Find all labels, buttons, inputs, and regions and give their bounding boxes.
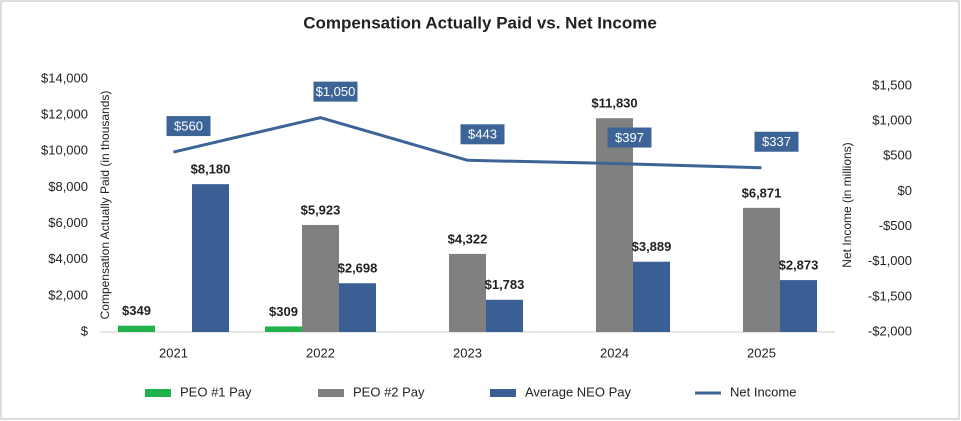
bar (633, 261, 670, 332)
value-label: $1,050 (316, 84, 356, 99)
y-tick-label: $4,000 (48, 251, 88, 266)
x-tick-label: 2023 (453, 345, 482, 360)
bar (302, 224, 339, 332)
legend-swatch (490, 389, 516, 397)
value-label-box: $443 (460, 124, 505, 145)
legend-label: Net Income (730, 384, 796, 399)
x-tick-label: 2025 (747, 345, 776, 360)
value-label: $443 (468, 127, 497, 142)
legend-label: Average NEO Pay (525, 384, 631, 399)
chart-title: Compensation Actually Paid vs. Net Incom… (303, 13, 657, 32)
value-label: $349 (122, 303, 151, 318)
y2-tick-label: $500 (883, 148, 912, 163)
x-tick-label: 2024 (600, 345, 629, 360)
value-label: $3,889 (632, 239, 672, 254)
value-label: $337 (762, 134, 791, 149)
y-tick-label: $6,000 (48, 215, 88, 230)
y-tick-label: $ (81, 323, 89, 338)
legend-swatch (318, 389, 344, 397)
bar (449, 253, 486, 332)
y2-tick-label: $1,500 (872, 77, 912, 92)
value-label: $4,322 (448, 231, 488, 246)
bar (780, 280, 817, 332)
value-label: $5,923 (301, 202, 341, 217)
value-label: $2,698 (338, 261, 378, 276)
legend-label: PEO #2 Pay (353, 384, 425, 399)
bar (265, 326, 302, 332)
y2-tick-label: -$1,000 (868, 253, 912, 268)
value-label: $2,873 (779, 258, 819, 273)
value-label-box: $397 (607, 127, 652, 148)
y2-axis-title: Net Income (in millions) (840, 142, 854, 267)
value-label: $397 (615, 130, 644, 145)
value-label: $309 (269, 304, 298, 319)
value-label-box: $1,050 (313, 81, 358, 102)
value-label: $560 (174, 119, 203, 134)
value-label: $8,180 (191, 162, 231, 177)
value-label: $6,871 (742, 185, 782, 200)
value-label: $1,783 (485, 277, 525, 292)
value-label-box: $560 (166, 116, 211, 137)
bar (339, 283, 376, 332)
bar (596, 118, 633, 332)
bar (743, 207, 780, 332)
y-tick-label: $12,000 (41, 107, 88, 122)
x-tick-label: 2022 (306, 345, 335, 360)
value-label-box: $337 (754, 131, 799, 152)
bar (486, 299, 523, 332)
y2-tick-label: -$500 (879, 218, 912, 233)
y-tick-label: $14,000 (41, 70, 88, 85)
y-axis-title: Compensation Actually Paid (in thousands… (98, 91, 112, 320)
bar (192, 184, 229, 332)
y2-tick-label: -$2,000 (868, 323, 912, 338)
value-label: $11,830 (591, 96, 637, 111)
label-box (166, 116, 211, 137)
x-tick-label: 2021 (159, 345, 188, 360)
line (173, 116, 762, 170)
y2-tick-label: $0 (898, 183, 912, 198)
y-tick-label: $10,000 (41, 143, 88, 158)
y2-tick-label: $1,000 (872, 113, 912, 128)
legend-label: PEO #1 Pay (180, 384, 252, 399)
label-box (754, 131, 799, 152)
label-box (607, 127, 652, 148)
bar (118, 325, 155, 332)
y-tick-label: $8,000 (48, 179, 88, 194)
legend-swatch (145, 389, 171, 397)
y-tick-label: $2,000 (48, 287, 88, 302)
label-box (313, 81, 358, 102)
label-box (460, 124, 505, 145)
y2-tick-label: -$1,500 (868, 288, 912, 303)
